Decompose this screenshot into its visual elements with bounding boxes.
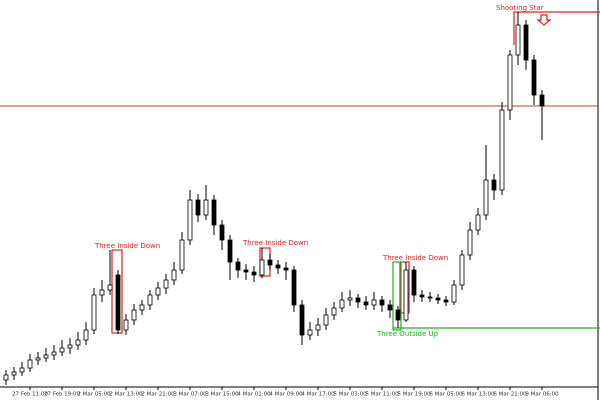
candle-body: [419, 294, 425, 298]
candle-body: [67, 344, 73, 349]
candle-body: [355, 297, 361, 303]
x-tick-label: 3 Mar 07:00: [173, 392, 207, 398]
candle-body: [371, 299, 377, 306]
candle-body: [427, 296, 433, 299]
candle-body: [99, 289, 105, 296]
candle-body: [283, 267, 289, 271]
pattern-box: [392, 261, 402, 331]
candle-body: [267, 259, 273, 266]
candle-body: [347, 297, 353, 301]
candle-body: [539, 94, 545, 107]
candle-body: [131, 309, 137, 321]
x-tick-label: 6 Mar 13:00: [461, 392, 495, 398]
x-tick-label: 2 Mar 13:00: [109, 392, 143, 398]
pattern-label: Three Inside Down: [94, 242, 160, 250]
candle-body: [403, 269, 409, 321]
pattern-label: Three Outside Up: [376, 330, 439, 338]
pattern-box: [111, 249, 123, 334]
candle-body: [475, 214, 481, 231]
candle-body: [235, 261, 241, 271]
candle-body: [211, 199, 217, 226]
candle-body: [379, 299, 385, 306]
pattern-box: [513, 11, 600, 45]
candle-body: [3, 374, 9, 381]
candle-body: [515, 24, 521, 56]
x-tick-label: 27 Feb 11:00: [12, 392, 49, 398]
candle-body: [11, 371, 17, 376]
candle-body: [435, 297, 441, 301]
x-tick-label: 4 Mar 17:00: [301, 392, 335, 398]
x-tick-label: 27 Feb 19:00: [44, 392, 81, 398]
candle-body: [107, 284, 113, 291]
candle-body: [299, 304, 305, 336]
candle-body: [523, 24, 529, 61]
candle-body: [59, 347, 65, 353]
candle-body: [363, 301, 369, 306]
candle-body: [51, 351, 57, 356]
x-tick-label: 3 Mar 15:00: [205, 392, 239, 398]
candle-body: [467, 229, 473, 256]
x-tick-label: 4 Mar 09:00: [269, 392, 303, 398]
candle-body: [227, 239, 233, 263]
candle-body: [83, 329, 89, 341]
candle-body: [491, 179, 497, 191]
candle-body: [331, 307, 337, 316]
candle-body: [483, 179, 489, 216]
pattern-label: Shooting Star: [496, 4, 544, 12]
candle-body: [251, 271, 257, 276]
pattern-label: Three Inside Down: [242, 239, 308, 247]
candle-body: [275, 264, 281, 269]
x-tick-label: 2 Mar 21:00: [141, 392, 175, 398]
candle-body: [339, 299, 345, 309]
candle-body: [243, 269, 249, 273]
candle-body: [219, 224, 225, 241]
candle-body: [91, 294, 97, 331]
candle-body: [323, 314, 329, 326]
candle-body: [123, 319, 129, 331]
candle-body: [507, 54, 513, 111]
candle-body: [115, 274, 121, 331]
pattern-marks: [111, 11, 600, 334]
x-tick-label: 2 Mar 05:00: [77, 392, 111, 398]
candle-body: [179, 239, 185, 271]
candle-body: [27, 359, 33, 369]
candle-body: [35, 357, 41, 361]
candle-body: [147, 294, 153, 306]
candle-body: [315, 324, 321, 331]
x-tick-label: 5 Mar 19:00: [397, 392, 431, 398]
candle-body: [291, 269, 297, 306]
x-tick-label: 5 Mar 11:00: [365, 392, 399, 398]
candle-body: [163, 279, 169, 289]
candle-body: [499, 109, 505, 191]
candle-body: [195, 199, 201, 216]
candle-body: [187, 199, 193, 241]
candle-body: [411, 269, 417, 296]
candle-body: [155, 287, 161, 296]
candle-body: [139, 304, 145, 311]
candle-body: [43, 354, 49, 359]
pattern-label: Three Inside Down: [382, 254, 448, 262]
candle-body: [307, 329, 313, 336]
candle-body: [259, 259, 265, 276]
x-tick-label: 5 Mar 03:00: [333, 392, 367, 398]
x-tick-label: 6 Mar 21:00: [493, 392, 527, 398]
x-tick-label: 6 Mar 05:00: [429, 392, 463, 398]
candle-body: [171, 269, 177, 281]
candle-body: [443, 299, 449, 303]
candle-body: [459, 254, 465, 286]
candle-body: [203, 199, 209, 216]
candle-body: [387, 304, 393, 311]
candle-body: [395, 309, 401, 321]
x-tick-label: 4 Mar 01:00: [237, 392, 271, 398]
candle-body: [75, 339, 81, 346]
candle-body: [531, 59, 537, 96]
x-tick-label: 9 Mar 06:00: [525, 392, 559, 398]
down-arrow: [536, 14, 552, 26]
candle-body: [19, 367, 25, 373]
candle-body: [451, 284, 457, 303]
